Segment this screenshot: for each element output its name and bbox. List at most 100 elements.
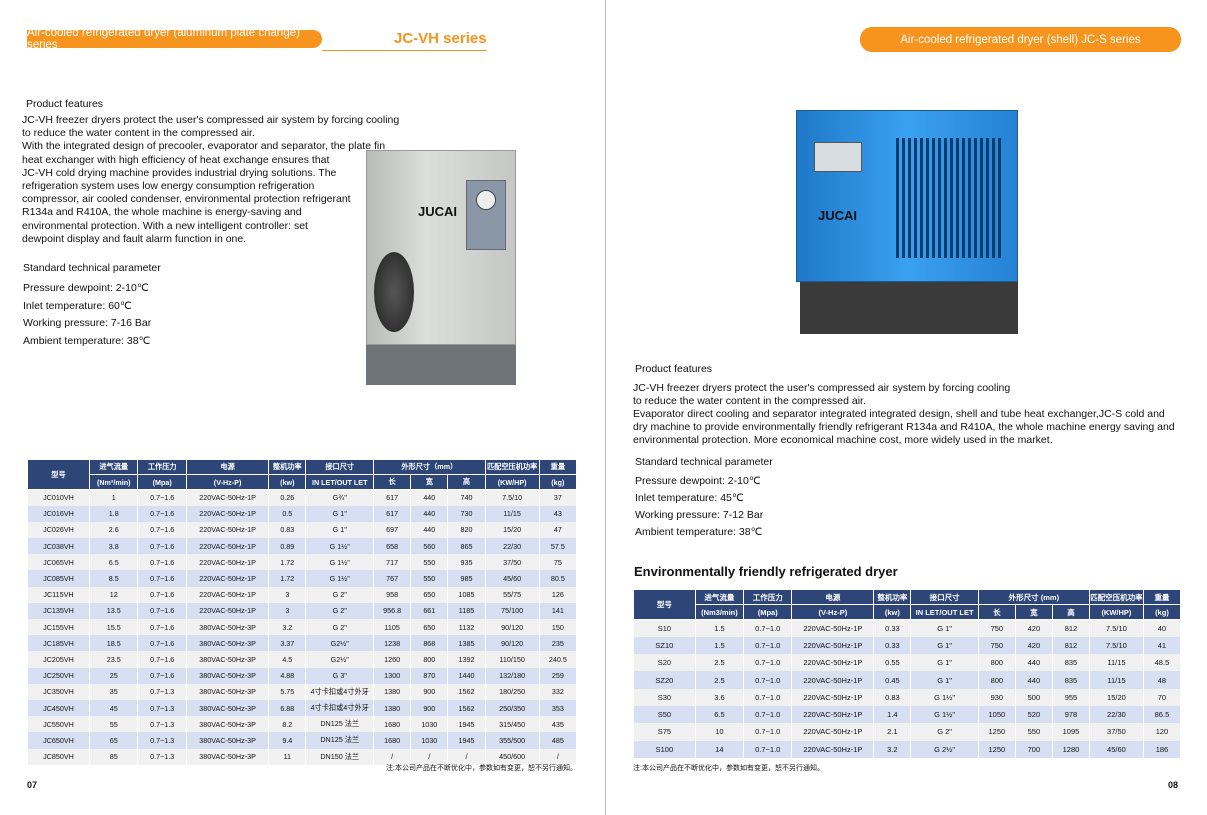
table-cell: 1260 xyxy=(373,651,412,668)
text-line: JC-VH cold drying machine provides indus… xyxy=(22,166,337,179)
table-cell: 0.7~1.3 xyxy=(137,748,187,765)
table-cell: 1085 xyxy=(447,586,486,603)
table-cell: JC016VH xyxy=(27,505,90,522)
table-cell: 550 xyxy=(1014,723,1053,741)
table-cell: 900 xyxy=(410,699,449,717)
table-cell: 220VAC-50Hz-1P xyxy=(791,723,875,741)
table-cell: 958 xyxy=(373,586,412,603)
table-cell: 1300 xyxy=(373,667,412,684)
table-cell: 240.5 xyxy=(538,651,578,668)
right-banner-text: Air-cooled refrigerated dryer (shell) JC… xyxy=(900,33,1141,46)
table-cell: 1680 xyxy=(373,732,412,749)
dryer-image-right: JUCAI xyxy=(796,98,1022,350)
table-cell: 1095 xyxy=(1051,723,1090,741)
text-line: dewpoint display and fault alarm functio… xyxy=(22,232,247,245)
column-header: 电源 xyxy=(185,459,270,475)
table-cell: 4.5 xyxy=(268,651,307,668)
table-cell: S10 xyxy=(633,619,696,637)
column-header: 工作压力 xyxy=(743,589,793,605)
table-cell: 70 xyxy=(1142,688,1182,706)
table-cell: 3.2 xyxy=(873,740,912,758)
table-cell: SZ10 xyxy=(633,636,696,655)
table-cell: 812 xyxy=(1051,636,1090,655)
table-cell: / xyxy=(410,748,449,765)
table-cell: 37/50 xyxy=(484,554,540,571)
table-cell: 440 xyxy=(1014,671,1053,689)
table-cell: 220VAC-50Hz-1P xyxy=(185,505,270,522)
table-cell: DN125 法兰 xyxy=(305,732,375,749)
table-cell: 440 xyxy=(410,521,449,539)
logo-right: JUCAI xyxy=(818,208,858,223)
table-row: JC185VH 18.5 0.7~1.6 380VAC-50Hz-3P 3.37 G2½"… xyxy=(27,635,578,652)
table-cell: G 1½" xyxy=(910,688,979,706)
features-text-right: JC-VH freezer dryers protect the user's … xyxy=(633,382,1175,447)
text-line: Working pressure: 7-12 Bar xyxy=(635,509,764,521)
table-cell: 697 xyxy=(373,521,412,539)
table-cell: 75/100 xyxy=(484,602,540,619)
table-row: JC550VH 55 0.7~1.3 380VAC-50Hz-3P 8.2 DN125 法… xyxy=(27,716,578,733)
table-cell: G 3" xyxy=(305,667,375,684)
table-row: JC026VH 2.6 0.7~1.6 220VAC-50Hz-1P 0.83 G 1" 6… xyxy=(27,521,578,539)
table-cell: 8.5 xyxy=(88,570,139,587)
table-cell: 4寸卡扣或4寸外牙 xyxy=(305,683,375,700)
table-cell: 3.2 xyxy=(268,619,307,636)
column-subheader: (KW/HP) xyxy=(1088,604,1144,620)
table-cell: 141 xyxy=(538,602,578,619)
table-cell: JC205VH xyxy=(27,651,90,668)
column-header: 电源 xyxy=(791,589,875,605)
table-cell: 1132 xyxy=(447,619,486,636)
param-title-right: Standard technical parameter xyxy=(635,456,773,468)
column-subheader: IN LET/OUT LET xyxy=(305,474,375,490)
table-cell: 865 xyxy=(447,538,486,555)
text-line: R134a and R410A, the whole machine is en… xyxy=(22,206,302,219)
table-cell: 1.8 xyxy=(88,505,139,522)
page-number: 07 xyxy=(27,780,38,790)
logo: JUCAI xyxy=(418,204,458,219)
table-cell: 956.8 xyxy=(373,602,412,619)
table-cell: 661 xyxy=(410,602,449,619)
table-cell: 15/20 xyxy=(484,521,540,539)
table-cell: 3 xyxy=(268,586,307,603)
table-row: JC205VH 23.5 0.7~1.6 380VAC-50Hz-3P 4.5 G2½" 1… xyxy=(27,651,578,668)
text-line: Working pressure: 7-16 Bar xyxy=(23,317,152,329)
table-cell: 0.7~1.6 xyxy=(137,505,187,522)
table-cell: JC650VH xyxy=(27,732,90,749)
table-row: JC115VH 12 0.7~1.6 220VAC-50Hz-1P 3 G 2" 958 65… xyxy=(27,586,578,603)
table-cell: 6.88 xyxy=(268,699,307,717)
text-line: JC-VH freezer dryers protect the user's … xyxy=(22,114,400,126)
table-cell: G 1½" xyxy=(305,538,375,555)
table-cell: 48.5 xyxy=(1142,654,1182,672)
table-cell: 0.5 xyxy=(268,505,307,522)
table-cell: 658 xyxy=(373,538,412,555)
table-cell: 380VAC-50Hz-3P xyxy=(185,683,270,700)
table-cell: 0.7~1.3 xyxy=(137,732,187,749)
title-underline xyxy=(322,50,487,51)
column-subheader: 宽 xyxy=(1014,604,1053,620)
table-cell: 126 xyxy=(538,586,578,603)
table-cell: 220VAC-50Hz-1P xyxy=(185,602,270,619)
table-cell: 0.7~1.6 xyxy=(137,602,187,619)
table-cell: 57.5 xyxy=(538,538,578,555)
table-cell: 870 xyxy=(410,667,449,684)
table-cell: S20 xyxy=(633,654,696,672)
table-cell: 2.1 xyxy=(873,723,912,741)
dryer-image-left: JUCAI xyxy=(366,150,520,388)
table-cell: 1392 xyxy=(447,651,486,668)
table-cell: 812 xyxy=(1051,619,1090,637)
table-cell: S30 xyxy=(633,688,696,706)
column-header: 工作压力 xyxy=(137,459,187,475)
column-header: 外形尺寸 (mm) xyxy=(977,589,1090,605)
table-cell: 110/150 xyxy=(484,651,540,668)
table-cell: 355/500 xyxy=(484,732,540,749)
table-cell: 37 xyxy=(538,489,578,506)
features-title: Product features xyxy=(26,98,104,110)
table-cell: 353 xyxy=(538,699,578,717)
table-cell: 43 xyxy=(538,505,578,522)
table-cell: 23.5 xyxy=(88,651,139,668)
table-cell: G 2½" xyxy=(910,740,979,758)
table-cell: G 1" xyxy=(910,671,979,689)
table-cell: 0.7~1.6 xyxy=(137,570,187,587)
column-header: 型号 xyxy=(633,589,696,620)
table-cell: DN125 法兰 xyxy=(305,716,375,733)
table-cell: 935 xyxy=(447,554,486,571)
